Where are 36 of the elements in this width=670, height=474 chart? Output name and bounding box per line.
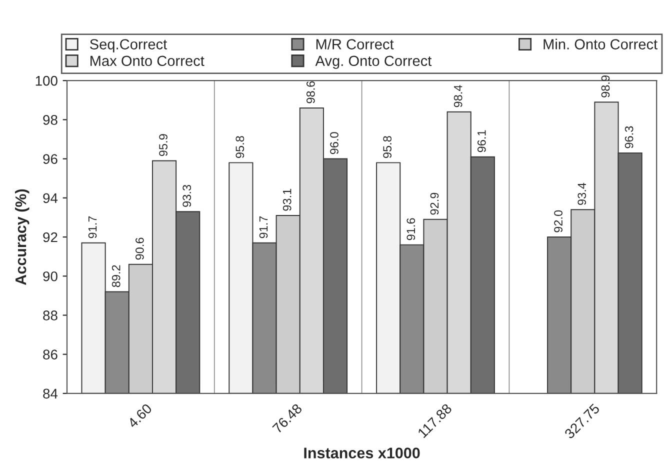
data-label: 91.7 bbox=[259, 216, 268, 238]
y-tick-label: 88 bbox=[43, 310, 58, 320]
data-label: 89.2 bbox=[112, 265, 120, 288]
data-label: 92.9 bbox=[430, 192, 439, 215]
data-label: 96.3 bbox=[624, 126, 634, 148]
x-axis-title: Instances x1000 bbox=[304, 448, 420, 458]
y-tick-label: 92 bbox=[43, 232, 58, 242]
data-label: 90.6 bbox=[136, 238, 144, 260]
data-label: 93.4 bbox=[578, 182, 586, 205]
legend-label: Seq.Correct bbox=[90, 39, 168, 52]
legend-label: Max Onto Correct bbox=[90, 56, 204, 66]
x-tick-label: 4.60 bbox=[127, 403, 153, 429]
y-tick-label: 98 bbox=[43, 115, 58, 125]
y-tick-label: 96 bbox=[43, 154, 58, 164]
y-axis-title: Accuracy (%) bbox=[15, 189, 30, 286]
data-label: 91.7 bbox=[88, 216, 97, 238]
legend-label: M/R Correct bbox=[316, 38, 394, 50]
data-label: 93.3 bbox=[182, 184, 192, 207]
data-label: 93.1 bbox=[282, 188, 292, 211]
y-tick-label: 86 bbox=[43, 350, 58, 360]
data-label: 98.9 bbox=[601, 76, 610, 98]
legend-label: Avg. Onto Correct bbox=[315, 56, 432, 69]
data-label: 95.8 bbox=[383, 136, 392, 158]
data-label: 95.8 bbox=[236, 136, 244, 158]
data-label: 96.0 bbox=[330, 132, 338, 154]
data-label: 91.6 bbox=[406, 218, 416, 240]
data-label: 95.9 bbox=[159, 134, 168, 156]
y-tick-label: 100 bbox=[36, 76, 58, 86]
y-tick-label: 90 bbox=[43, 271, 58, 282]
data-label: 98.4 bbox=[454, 85, 462, 108]
y-tick-label: 94 bbox=[43, 193, 58, 204]
data-label: 96.1 bbox=[477, 130, 486, 152]
data-label: 92.0 bbox=[554, 210, 562, 232]
y-tick-label: 84 bbox=[43, 388, 58, 399]
data-label: 98.6 bbox=[306, 81, 315, 104]
legend-label: Min. Onto Correct bbox=[544, 38, 658, 50]
